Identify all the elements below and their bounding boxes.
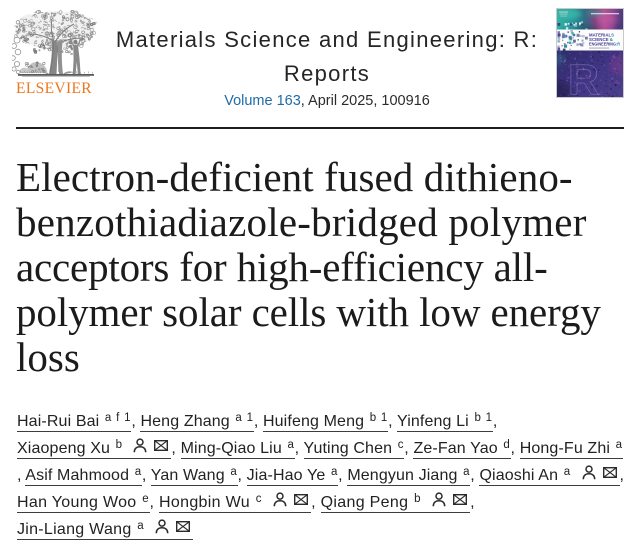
- svg-text:ENGINEERING:R: ENGINEERING:R: [589, 42, 620, 48]
- svg-text:SCIENCE &: SCIENCE &: [589, 37, 613, 43]
- svg-text:MATERIALS: MATERIALS: [589, 32, 615, 38]
- svg-text:R: R: [568, 56, 599, 97]
